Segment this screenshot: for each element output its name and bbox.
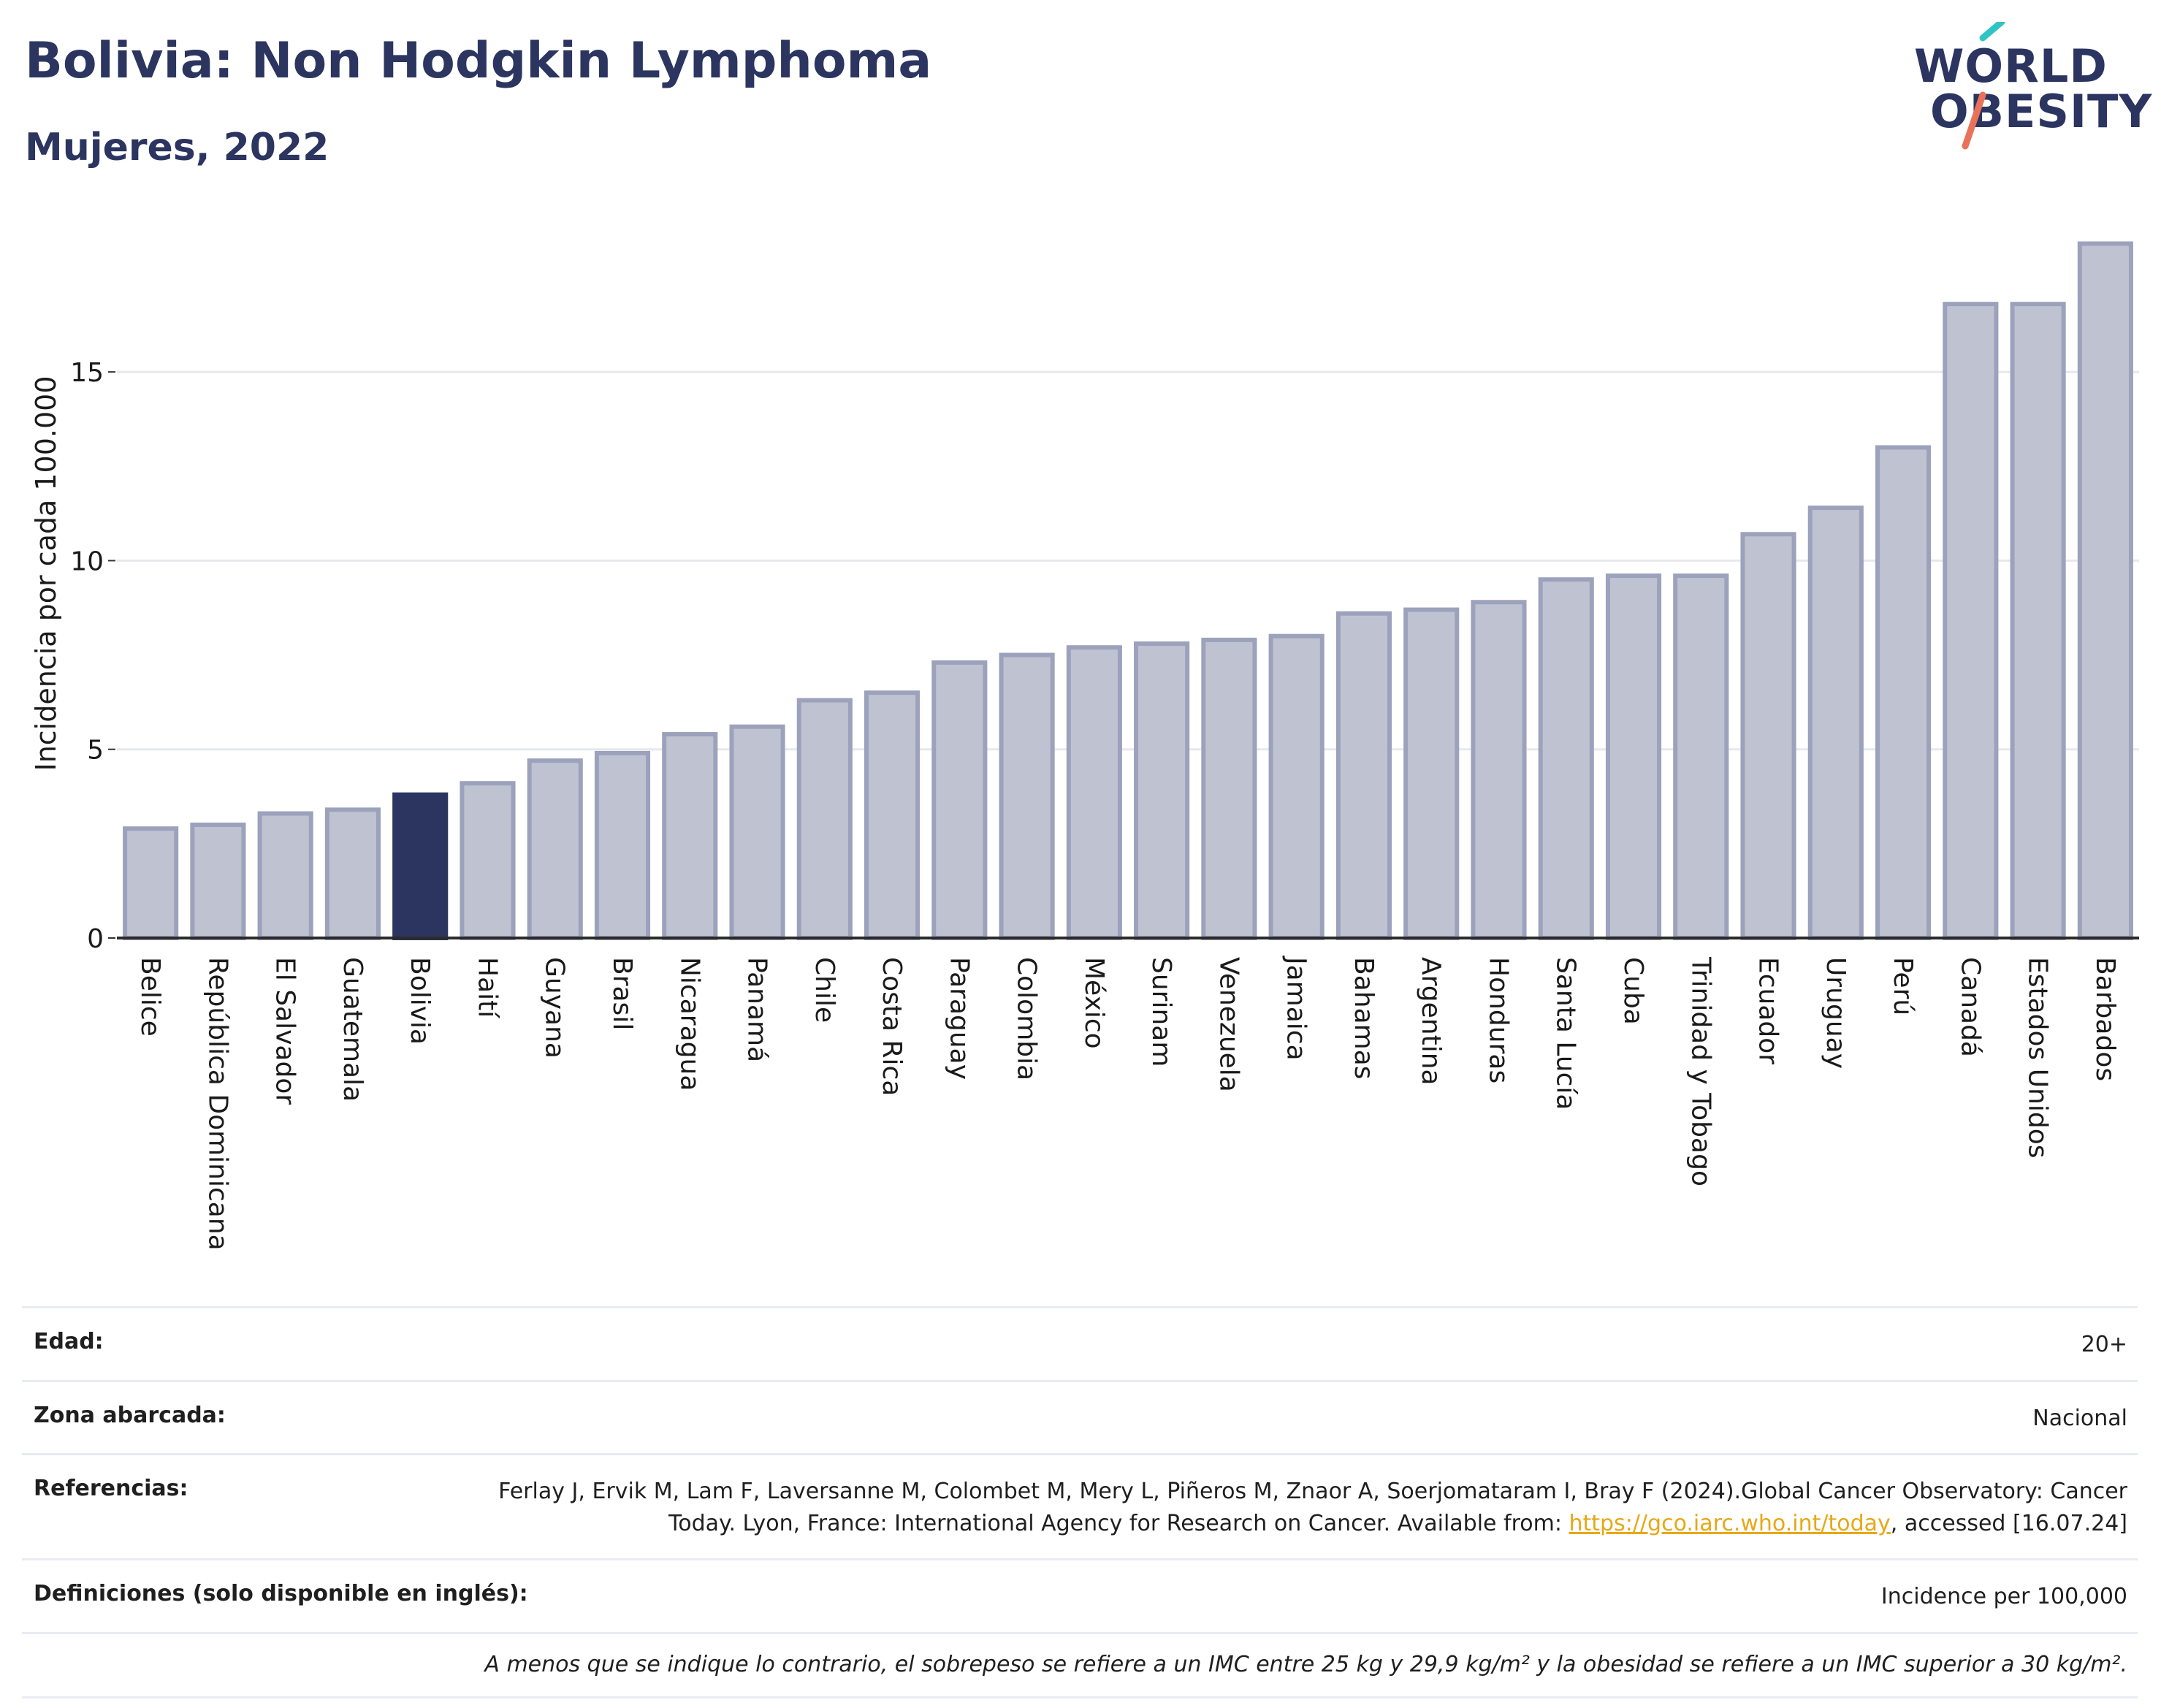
references-value: Ferlay J, Ervik M, Lam F, Laversanne M, … xyxy=(447,1476,2127,1539)
meta-row-references: Referencias: Ferlay J, Ervik M, Lam F, L… xyxy=(22,1453,2138,1558)
bar xyxy=(1673,573,1729,940)
x-tick-label: Uruguay xyxy=(1821,957,1851,1069)
x-tick-label: Venezuela xyxy=(1213,957,1243,1092)
bar xyxy=(999,652,1055,940)
y-tick-label: 5 xyxy=(87,736,104,766)
bar xyxy=(1471,600,1527,940)
x-tick-label: Bolivia xyxy=(405,957,435,1045)
zone-label: Zona abarcada: xyxy=(34,1402,226,1428)
x-tick-label: Barbados xyxy=(2090,957,2120,1081)
x-tick-label: Haití xyxy=(472,957,502,1018)
bar xyxy=(729,724,785,940)
x-tick-label: Paraguay xyxy=(944,957,974,1080)
x-tick-label: Honduras xyxy=(1483,957,1513,1083)
x-tick-label: Argentina xyxy=(1416,957,1446,1086)
bar xyxy=(460,781,516,941)
bar xyxy=(1066,645,1122,940)
meta-row-age: Edad: 20+ xyxy=(22,1306,2138,1380)
axes: 0 5 10 15 Belice República Dominicana El Salva… xyxy=(70,358,2139,1251)
meta-row-definitions: Definiciones (solo disponible en inglés)… xyxy=(22,1558,2138,1632)
bar xyxy=(796,698,853,940)
x-tick-label: Colombia xyxy=(1012,957,1042,1080)
definitions-value: Incidence per 100,000 xyxy=(1880,1584,2127,1609)
references-label: Referencias: xyxy=(34,1476,188,1501)
x-tick-label: Cuba xyxy=(1618,957,1648,1025)
x-tick-label: Bahamas xyxy=(1349,957,1379,1080)
bar xyxy=(662,732,718,941)
references-link[interactable]: https://gco.iarc.who.int/today xyxy=(1569,1510,1891,1536)
x-tick-label: Belice xyxy=(135,957,165,1037)
bar xyxy=(1335,611,1392,940)
world-obesity-logo: WORLD OBESITY xyxy=(1899,22,2152,153)
x-tick-label: Surinam xyxy=(1146,957,1176,1067)
bar xyxy=(931,660,988,940)
references-text-2: , accessed [16.07.24] xyxy=(1890,1510,2127,1536)
logo-word-2: OBESITY xyxy=(1930,85,2153,138)
bar xyxy=(527,758,583,940)
x-tick-label: Costa Rica xyxy=(877,957,907,1096)
footnote: A menos que se indique lo contrario, el … xyxy=(22,1631,2138,1699)
x-tick-label: Nicaragua xyxy=(674,957,704,1091)
bar xyxy=(2077,241,2133,940)
x-tick-label: Guyana xyxy=(540,957,570,1059)
x-tick-label: El Salvador xyxy=(270,957,300,1105)
chart-subtitle: Mujeres, 2022 xyxy=(25,126,329,169)
x-tick-label: Santa Lucía xyxy=(1551,957,1581,1110)
bar xyxy=(1538,577,1594,940)
bar xyxy=(1740,532,1796,940)
bar xyxy=(257,811,313,940)
x-tick-label: Brasil xyxy=(607,957,637,1030)
x-tick-label: Canadá xyxy=(1955,957,1985,1057)
age-label: Edad: xyxy=(34,1329,104,1354)
y-tick-label: 10 xyxy=(70,546,104,576)
x-tick-label: República Dominicana xyxy=(202,957,232,1251)
logo-slash-icon xyxy=(1962,22,2005,150)
bar xyxy=(1875,445,1932,940)
x-tick-label: Estados Unidos xyxy=(2023,957,2053,1159)
x-tick-label: Panamá xyxy=(742,957,772,1062)
x-tick-label: Jamaica xyxy=(1281,956,1311,1061)
definitions-label: Definiciones (solo disponible en inglés)… xyxy=(34,1581,528,1606)
bar xyxy=(1807,506,1864,940)
x-tick-label: Trinidad y Tobago xyxy=(1685,956,1715,1186)
y-tick-label: 15 xyxy=(70,358,104,388)
bar xyxy=(392,792,449,941)
x-tick-label: Guatemala xyxy=(338,957,367,1102)
logo-word-1: WORLD xyxy=(1914,39,2108,93)
bar-chart: 0 5 10 15 Belice República Dominicana El Salva… xyxy=(30,241,2139,1251)
bar xyxy=(864,690,921,940)
chart-title: Bolivia: Non Hodgkin Lymphoma xyxy=(25,32,932,90)
references-text-1: Ferlay J, Ervik M, Lam F, Laversanne M, … xyxy=(498,1479,2127,1536)
y-tick-label: 0 xyxy=(87,924,104,954)
bar xyxy=(324,807,381,941)
y-axis-label: Incidencia por cada 100.000 xyxy=(30,375,62,771)
bar xyxy=(123,826,179,940)
x-tick-label: Ecuador xyxy=(1753,957,1783,1064)
metadata-table: Edad: 20+ Zona abarcada: Nacional Refere… xyxy=(22,1306,2138,1699)
grid-lines xyxy=(117,370,2139,751)
meta-row-zone: Zona abarcada: Nacional xyxy=(22,1379,2138,1454)
bar xyxy=(594,750,651,940)
bar xyxy=(1403,607,1460,940)
x-tick-label: México xyxy=(1079,957,1109,1049)
bar xyxy=(1605,573,1662,940)
zone-value: Nacional xyxy=(2032,1405,2127,1431)
bar xyxy=(1268,633,1325,940)
x-tick-label: Chile xyxy=(809,957,839,1023)
bar xyxy=(1201,637,1257,940)
age-value: 20+ xyxy=(2081,1332,2127,1357)
bar xyxy=(1943,302,1999,940)
bar xyxy=(1134,641,1190,940)
x-tick-label: Perú xyxy=(1888,957,1918,1015)
bars xyxy=(123,241,2133,941)
bar xyxy=(190,823,246,940)
bar xyxy=(2010,302,2066,940)
